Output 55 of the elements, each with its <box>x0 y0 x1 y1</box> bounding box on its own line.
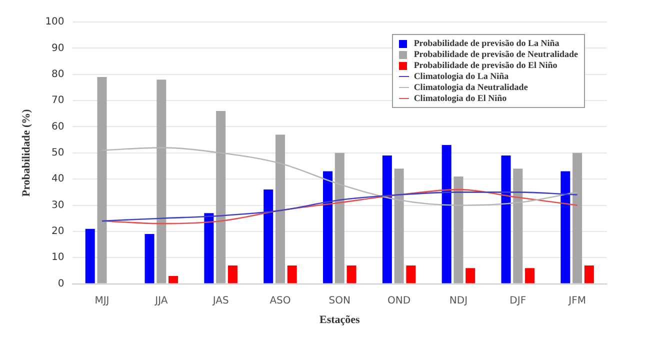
bar <box>144 234 154 284</box>
bar <box>572 152 582 284</box>
bar <box>466 268 476 284</box>
y-tick-label: 20 <box>52 226 64 238</box>
y-tick-label: 90 <box>52 42 64 54</box>
bar <box>204 213 214 284</box>
x-axis-title: Estações <box>319 314 361 326</box>
bar <box>216 111 226 284</box>
x-tick-label: JFM <box>568 295 586 306</box>
bar <box>406 265 416 284</box>
bar <box>275 134 285 284</box>
bar <box>454 176 464 284</box>
bar <box>264 190 274 284</box>
x-tick-label: JAS <box>212 295 229 306</box>
x-tick-label: JJA <box>154 295 168 306</box>
y-axis-title: Probabilidade (%) <box>20 108 32 197</box>
y-tick-label: 30 <box>52 200 64 211</box>
line-series <box>101 147 578 206</box>
bar <box>501 156 511 284</box>
y-tick-label: 60 <box>52 121 64 132</box>
bar <box>287 265 297 284</box>
bar <box>168 276 178 284</box>
bar <box>560 171 570 284</box>
y-tick-label: 70 <box>52 95 64 106</box>
legend-label: Probabilidade de previsão do La Niña <box>414 38 560 49</box>
y-tick-label: 80 <box>52 68 64 80</box>
legend-label: Probabilidade de previsão do El Niño <box>414 60 558 71</box>
bar <box>584 265 594 284</box>
y-tick-label: 100 <box>45 16 64 28</box>
bar <box>156 80 166 284</box>
bar <box>323 171 333 284</box>
bar <box>525 268 535 284</box>
x-tick-label: ASO <box>270 295 291 306</box>
bar <box>346 265 356 284</box>
legend-label: Climatologia da Neutralidade <box>414 82 528 93</box>
y-tick-label: 40 <box>52 174 64 185</box>
x-tick-label: NDJ <box>449 295 468 306</box>
bar <box>334 152 344 284</box>
bar <box>97 76 107 284</box>
legend-label: Climatologia do La Niña <box>414 71 509 82</box>
bar <box>442 145 452 284</box>
bar <box>382 156 392 284</box>
x-tick-label: MJJ <box>94 295 110 306</box>
legend-label: Probabilidade de previsão de Neutralidade <box>414 49 578 60</box>
y-tick-label: 50 <box>52 147 64 158</box>
bar <box>228 265 238 284</box>
bar <box>394 168 404 284</box>
bar <box>513 168 523 284</box>
y-tick-label: 0 <box>58 278 64 290</box>
y-tick-label: 10 <box>52 252 64 264</box>
legend-label: Climatologia do El Niño <box>414 93 507 104</box>
x-tick-label: DJF <box>510 295 526 306</box>
x-tick-label: OND <box>388 295 411 306</box>
x-tick-label: SON <box>328 295 350 306</box>
bar <box>85 228 95 284</box>
